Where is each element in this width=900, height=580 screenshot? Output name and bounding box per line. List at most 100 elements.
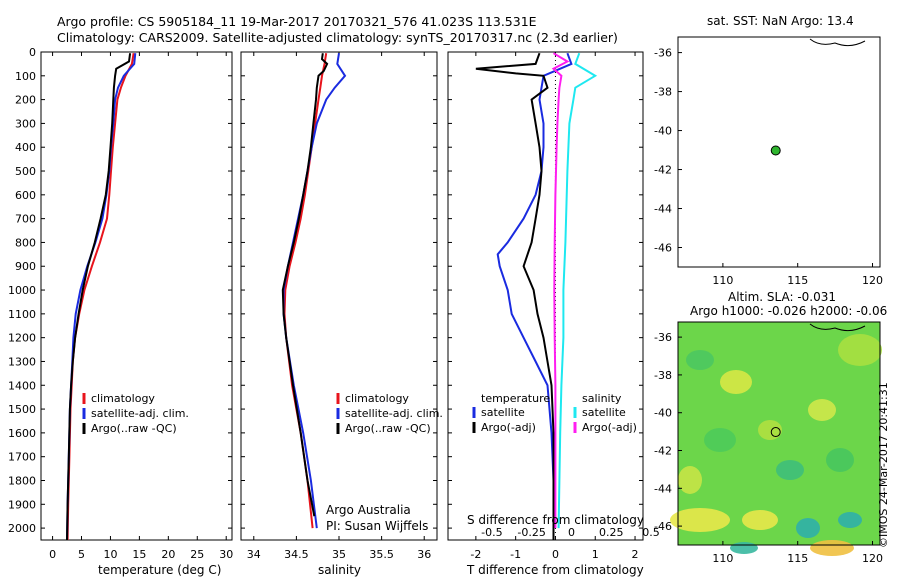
ytick-label: 400 <box>15 141 36 154</box>
pi-name: PI: Susan Wijffels <box>326 519 429 533</box>
sla-map-xtick-label: 115 <box>787 552 808 565</box>
series-line-climatology <box>283 53 328 529</box>
series-line-argo-raw-qc- <box>66 53 132 541</box>
diff-xlabel: T difference from climatology <box>467 563 644 577</box>
ytick-label: 1600 <box>8 427 36 440</box>
diff-sal-legend-label-1: Argo(-adj) <box>582 421 637 434</box>
ytick-label: 0 <box>29 46 36 59</box>
temp-legend-label-0: climatology <box>91 392 155 405</box>
ytick-label: 2000 <box>8 522 36 535</box>
xtick-label: 5 <box>78 548 85 561</box>
sla-map-heat-cell <box>838 512 862 528</box>
xtick-label: 34 <box>247 548 261 561</box>
sla-map-ytick-label: -36 <box>654 331 672 344</box>
ytick-label: 1700 <box>8 451 36 464</box>
series-line-salinity-satellite <box>557 52 598 529</box>
sal-legend-label-2: Argo(..raw -QC) <box>345 422 431 435</box>
series-line-temperature-satellite <box>496 52 573 540</box>
sst-map-ytick-label: -42 <box>654 164 672 177</box>
sla-map-heat-cell <box>810 540 854 556</box>
sla-map-heat-cell <box>720 370 752 394</box>
ytick-label: 200 <box>15 94 36 107</box>
ytick-label: 1300 <box>8 355 36 368</box>
sla-map-heat-cell <box>686 350 714 370</box>
sla-title1: Altim. SLA: -0.031 <box>728 290 837 304</box>
sla-map-ytick-label: -40 <box>654 407 672 420</box>
ytick-label: 100 <box>15 70 36 83</box>
ytick-label: 800 <box>15 236 36 249</box>
sla-map-heat-cell <box>808 399 836 421</box>
xtick-label: 34.5 <box>284 548 309 561</box>
xtick-label: 20 <box>161 548 175 561</box>
ytick-label: 1500 <box>8 403 36 416</box>
sla-map-ytick-label: -46 <box>654 520 672 533</box>
xtick-label: 1 <box>592 548 599 561</box>
temp-legend-label-2: Argo(..raw -QC) <box>91 422 177 435</box>
diff-temp-legend-label-0: satellite <box>481 406 525 419</box>
header-line2: Climatology: CARS2009. Satellite-adjuste… <box>57 30 618 45</box>
ytick-label: 1800 <box>8 474 36 487</box>
header-line1: Argo profile: CS 5905184_11 19-Mar-2017 … <box>57 14 537 29</box>
sla-map-heat-cell <box>776 460 804 480</box>
temp-legend-label-1: satellite-adj. clim. <box>91 407 189 420</box>
sst-map-argo-point <box>770 145 781 156</box>
sla-title2: Argo h1000: -0.026 h2000: -0.06 <box>690 304 888 318</box>
top-tick-label: 0.5 <box>642 526 660 539</box>
sla-map-heat-cell <box>742 510 778 530</box>
sal-xlabel: salinity <box>318 563 362 577</box>
xtick-label: 35 <box>332 548 346 561</box>
series-line-satellite-adj-clim- <box>66 53 137 541</box>
xtick-label: 35.5 <box>369 548 394 561</box>
ytick-label: 700 <box>15 213 36 226</box>
ytick-label: 1200 <box>8 332 36 345</box>
sst-map-xtick-label: 110 <box>712 274 733 287</box>
ytick-label: 300 <box>15 117 36 130</box>
ytick-label: 500 <box>15 165 36 178</box>
temp-xlabel: temperature (deg C) <box>98 563 222 577</box>
xtick-label: 0 <box>49 548 56 561</box>
sal-legend-label-1: satellite-adj. clim. <box>345 407 443 420</box>
sst-map-frame <box>677 36 881 268</box>
sst-map-ytick-label: -44 <box>654 203 672 216</box>
plot-frame-2 <box>447 51 644 541</box>
ytick-label: 1400 <box>8 379 36 392</box>
sst-map-xtick-label: 120 <box>862 274 883 287</box>
xtick-label: 36 <box>417 548 431 561</box>
sla-map-heat-cell <box>730 542 758 554</box>
series-line-temperature-argo-adj- <box>475 52 555 540</box>
sst-map-ytick-label: -38 <box>654 86 672 99</box>
top-tick-label: -0.5 <box>481 526 502 539</box>
sla-map-heat-cell <box>826 448 854 472</box>
sst-title: sat. SST: NaN Argo: 13.4 <box>707 14 854 28</box>
series-line-climatology <box>66 53 135 541</box>
xtick-label: 10 <box>103 548 117 561</box>
diff-top-label: S difference from climatology <box>467 513 644 527</box>
xtick-label: 0 <box>552 548 559 561</box>
diff-legend-sal-head: salinity <box>582 392 622 405</box>
ytick-label: 600 <box>15 189 36 202</box>
sst-map-ytick-label: -36 <box>654 47 672 60</box>
sla-map-ytick-label: -44 <box>654 482 672 495</box>
sla-map-heat-cell <box>678 466 702 494</box>
diff-sal-legend-label-0: satellite <box>582 406 626 419</box>
sst-map-ytick-label: -40 <box>654 125 672 138</box>
credit-text: ©IMOS 24-Mar-2017 20:41:31 <box>877 382 890 548</box>
ytick-label: 900 <box>15 260 36 273</box>
xtick-label: 2 <box>632 548 639 561</box>
xtick-label: 30 <box>219 548 233 561</box>
ytick-label: 1900 <box>8 498 36 511</box>
sla-map-frame <box>677 321 881 546</box>
sla-map-heat-cell <box>796 518 820 538</box>
sla-map-ytick-label: -38 <box>654 369 672 382</box>
sla-map-argo-point <box>770 427 781 438</box>
sst-map-coastline <box>809 38 866 47</box>
argo-australia: Argo Australia <box>326 503 411 517</box>
sla-map-heat-cell <box>758 420 782 440</box>
series-line-argo-raw-qc- <box>281 53 329 517</box>
plot-frame-0 <box>40 51 233 541</box>
sla-map-heat-cell <box>838 334 882 366</box>
series-line-salinity-argo-adj- <box>551 52 570 529</box>
ytick-label: 1000 <box>8 284 36 297</box>
sla-map-xtick-label: 120 <box>862 552 883 565</box>
